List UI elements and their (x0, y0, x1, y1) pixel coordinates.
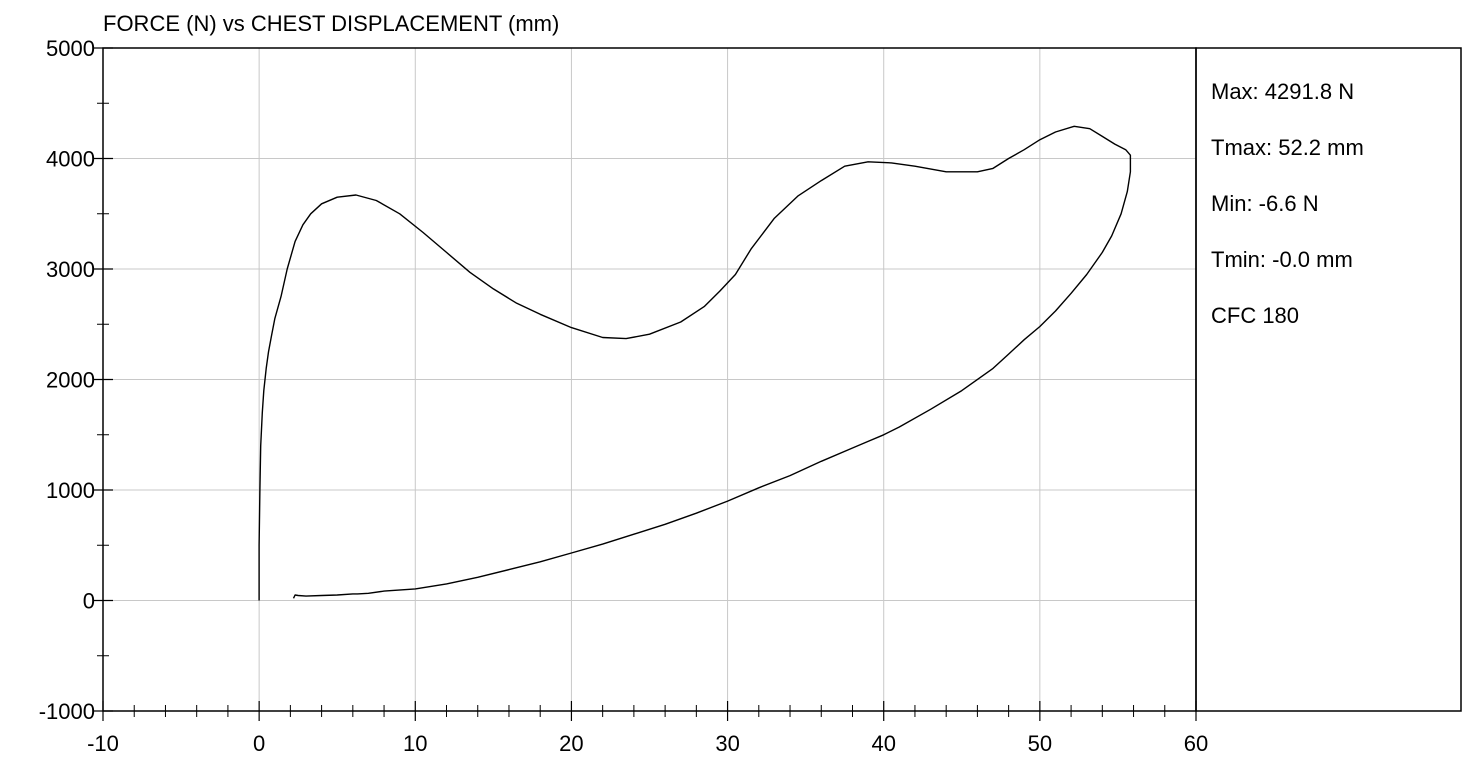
stat-annotation: Max: 4291.8 N (1211, 79, 1354, 104)
y-tick-label: 0 (83, 589, 95, 614)
y-axis-tick-labels: -1000 0 1000 2000 3000 4000 5000 (39, 36, 95, 724)
stats-panel (1195, 47, 1462, 712)
y-tick-label: -1000 (39, 699, 95, 724)
x-tick-label: 10 (403, 731, 427, 756)
y-tick-label: 2000 (46, 368, 95, 393)
stat-annotation: Min: -6.6 N (1211, 191, 1319, 216)
x-tick-label: -10 (87, 731, 119, 756)
stat-annotation: CFC 180 (1211, 303, 1299, 328)
chart-title: FORCE (N) vs CHEST DISPLACEMENT (mm) (103, 11, 559, 36)
x-tick-label: 50 (1028, 731, 1052, 756)
minor-ticks (93, 47, 1197, 721)
x-tick-label: 20 (559, 731, 583, 756)
y-tick-label: 4000 (46, 147, 95, 172)
x-tick-label: 40 (871, 731, 895, 756)
y-tick-label: 1000 (46, 478, 95, 503)
x-tick-label: 0 (253, 731, 265, 756)
y-tick-label: 5000 (46, 36, 95, 61)
force-curve (258, 125, 1132, 601)
x-tick-label: 60 (1184, 731, 1208, 756)
stat-annotation: Tmax: 52.2 mm (1211, 135, 1364, 160)
y-tick-label: 3000 (46, 257, 95, 282)
stats-annotations: Max: 4291.8 N Tmax: 52.2 mm Min: -6.6 N Tmi… (1211, 79, 1364, 328)
grid-lines (103, 48, 1196, 711)
x-axis-tick-labels: -10 0 10 20 30 40 50 60 (87, 731, 1208, 756)
stat-annotation: Tmin: -0.0 mm (1211, 247, 1353, 272)
x-tick-label: 30 (715, 731, 739, 756)
